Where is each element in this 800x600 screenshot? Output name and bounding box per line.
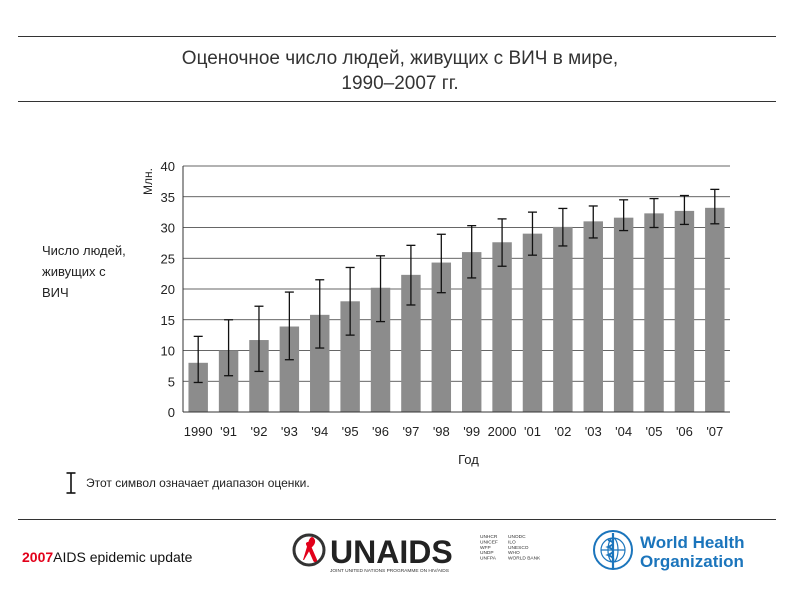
footer-caption: 2007AIDS epidemic update: [22, 549, 192, 565]
y-axis-title: Млн.: [141, 168, 155, 195]
bar: [370, 287, 391, 412]
y-tick-label: 20: [161, 282, 175, 297]
x-tick-label: 2000: [488, 424, 517, 439]
unaids-partner-item: UNICEF: [480, 539, 498, 545]
chart-title-line2: 1990–2007 гг.: [341, 73, 459, 94]
unaids-emblem-icon: [292, 533, 326, 567]
x-tick-label: '01: [524, 424, 541, 439]
bar: [431, 262, 452, 412]
x-axis-title: Год: [458, 452, 479, 467]
bar: [674, 210, 695, 412]
x-tick-label: '02: [554, 424, 571, 439]
bar: [522, 233, 543, 412]
title-underline-rule: [18, 101, 776, 102]
y-tick-label: 5: [168, 374, 175, 389]
unaids-partner-item: WORLD BANK: [508, 556, 541, 562]
who-logo: World Health Organization: [593, 530, 745, 571]
y-tick-label: 0: [168, 405, 175, 420]
x-tick-label: '03: [585, 424, 602, 439]
unaids-tagline: JOINT UNITED NATIONS PROGRAMME ON HIV/AI…: [330, 568, 449, 574]
unaids-partner-item: UNHCR: [480, 534, 498, 540]
bar: [310, 314, 330, 412]
side-ylabel-line2: живущих с: [42, 264, 106, 279]
bar: [249, 340, 269, 412]
chart-title-line1: Оценочное число людей, живущих с ВИЧ в м…: [181, 48, 619, 69]
y-tick-label: 40: [161, 159, 175, 174]
footer-text: AIDS epidemic update: [53, 549, 193, 565]
x-tick-label: '96: [372, 424, 389, 439]
bar: [553, 226, 573, 412]
legend: Этот символ означает диапазон оценки.: [66, 472, 310, 494]
bar: [492, 242, 512, 412]
who-emblem-icon: [593, 530, 633, 570]
x-tick-label: '99: [463, 424, 480, 439]
side-ylabel-line1: Число людей,: [42, 243, 126, 258]
who-name-line1: World Health: [640, 533, 745, 552]
legend-text: Этот символ означает диапазон оценки.: [86, 476, 310, 490]
side-ylabel: Число людей, живущих с ВИЧ: [42, 240, 152, 303]
top-rule: [18, 36, 776, 37]
who-name-line2: Organization: [640, 552, 744, 571]
range-symbol-icon: [66, 472, 76, 494]
x-tick-label: '97: [402, 424, 419, 439]
x-tick-label: '95: [342, 424, 359, 439]
y-tick-label: 25: [161, 251, 175, 266]
bar: [613, 217, 634, 412]
y-tick-label: 30: [161, 221, 175, 236]
x-tick-label: '94: [311, 424, 328, 439]
unaids-partner-item: UNDP: [480, 550, 494, 556]
chart-title: Оценочное число людей, живущих с ВИЧ в м…: [0, 46, 800, 96]
x-tick-label: '92: [250, 424, 267, 439]
x-tick-label: '04: [615, 424, 632, 439]
bar: [461, 252, 482, 412]
bar: [279, 326, 300, 412]
bar-chart: 0 5 10 15 20 25 30 35 40 1990 '91 '92 '93 '94 '95 '96 '9…: [141, 159, 730, 467]
x-tick-label: '93: [281, 424, 298, 439]
unaids-partner-item: UNODC: [508, 534, 526, 540]
x-tick-label: '06: [676, 424, 693, 439]
footer-year: 2007: [22, 549, 54, 565]
bar: [583, 221, 603, 412]
bar: [644, 213, 664, 412]
x-tick-label: '98: [433, 424, 450, 439]
bar: [401, 274, 421, 412]
side-ylabel-line3: ВИЧ: [42, 285, 69, 300]
unaids-partner-item: ILO: [508, 539, 516, 545]
bar: [218, 350, 239, 412]
unaids-partner-item: WFP: [480, 545, 491, 551]
bar: [705, 207, 725, 412]
x-tick-label: 1990: [184, 424, 213, 439]
x-tick-label: '05: [646, 424, 663, 439]
y-tick-label: 10: [161, 344, 175, 359]
x-tick-label: '07: [706, 424, 723, 439]
bar: [188, 362, 208, 412]
footer-rule: [18, 519, 776, 520]
bar: [340, 301, 360, 412]
y-tick-label: 15: [161, 313, 175, 328]
x-tick-label: '91: [220, 424, 237, 439]
unaids-partner-item: UNESCO: [508, 545, 529, 551]
y-tick-label: 35: [161, 190, 175, 205]
unaids-partner-item: UNFPA: [480, 556, 497, 562]
unaids-wordmark: UNAIDS: [330, 534, 453, 570]
unaids-partner-item: WHO: [508, 550, 520, 556]
